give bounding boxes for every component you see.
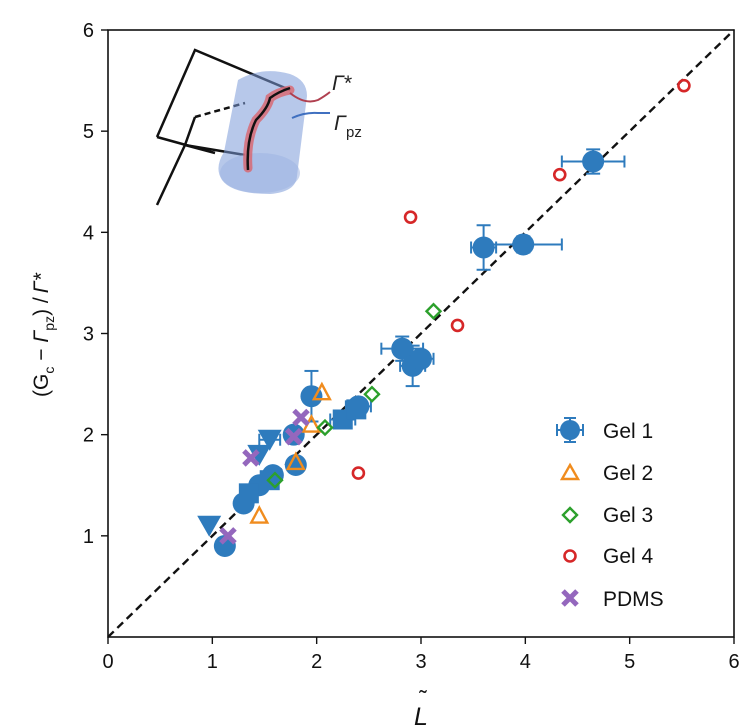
- legend-entry-gel1: Gel 1: [556, 417, 653, 443]
- legend-label-gel1: Gel 1: [603, 420, 653, 443]
- legend-entry-gel3: Gel 3: [561, 504, 653, 527]
- gamma-star-label: Γ*: [332, 72, 352, 95]
- legend-entry-pdms: PDMS: [561, 588, 664, 611]
- x-tick-label-1: 1: [207, 651, 218, 673]
- point-gel2-s3-p2: [311, 381, 332, 401]
- x-axis-label: L: [414, 703, 428, 728]
- legend-label-gel4: Gel 4: [603, 545, 654, 568]
- legend-marker-pdms: [561, 589, 579, 607]
- point-gel3-s4-p3: [424, 302, 443, 320]
- legend-marker-gel2: [559, 462, 581, 481]
- point-gel3-s4-p1: [316, 418, 334, 437]
- legend-entry-gel4: Gel 4: [563, 545, 654, 568]
- legend: Gel 1 Gel 2 Gel 3 Gel 4 PDMS: [556, 417, 664, 611]
- crack-edge-left: [156, 135, 216, 155]
- axis-ticks: 0 1 2 3 4 5 6 1 2 3 4 5 6: [83, 20, 740, 673]
- data-markers: [197, 78, 691, 557]
- crack-front-line: [246, 86, 291, 171]
- point-gel4-s5-p0: [351, 466, 366, 480]
- x-tick-label-4: 4: [520, 651, 531, 673]
- y-tick-label-1: 2: [83, 425, 94, 447]
- point-gel4-s5-p2: [450, 318, 465, 333]
- point-gel1-s2-p2: [257, 429, 282, 451]
- point-pdms-s6-p0: [219, 527, 237, 545]
- inset-schematic: Γ* Γpz: [155, 48, 362, 206]
- gamma-star-leader: [289, 91, 331, 103]
- point-gel4-s5-p1: [403, 210, 418, 224]
- y-tick-label-3: 4: [83, 222, 94, 244]
- legend-marker-gel3: [561, 506, 579, 524]
- x-tick-label-0: 0: [102, 651, 113, 673]
- point-gel1-s0-p6: [300, 385, 323, 408]
- point-gel1-s2-p1: [247, 444, 272, 466]
- gamma-pz-leader: [291, 111, 330, 119]
- point-gel1-s0-p8: [391, 337, 414, 360]
- reference-line-y-equals-x: [107, 29, 735, 638]
- x-tick-label-2: 2: [311, 651, 322, 673]
- point-gel4-s5-p4: [677, 78, 691, 93]
- legend-label-gel2: Gel 2: [603, 462, 653, 485]
- point-pdms-s6-p3: [292, 408, 310, 427]
- point-gel1-s0-p10: [410, 347, 432, 370]
- legend-label-gel3: Gel 3: [603, 504, 653, 527]
- y-tick-label-2: 3: [83, 324, 94, 346]
- point-gel1-s1-p0: [238, 483, 259, 504]
- point-gel1-s1-p3: [346, 399, 367, 420]
- gamma-pz-label: Γpz: [334, 112, 362, 141]
- point-gel4-s5-p3: [552, 167, 567, 182]
- y-tick-label-5: 6: [83, 20, 94, 42]
- y-axis-label: (Gc − Γpz) /Γ*: [30, 272, 57, 397]
- point-gel3-s4-p0: [266, 471, 284, 489]
- legend-marker-gel4: [563, 549, 577, 563]
- x-axis-label-tilde: ˜: [418, 686, 427, 711]
- legend-marker-gel1: [560, 420, 580, 440]
- y-tick-label-0: 1: [83, 526, 94, 548]
- point-gel3-s4-p2: [363, 385, 381, 403]
- point-gel2-s3-p1: [285, 451, 306, 471]
- x-tick-label-3: 3: [415, 651, 426, 673]
- point-gel1-s0-p11: [472, 236, 495, 259]
- point-gel1-s0-p12: [512, 233, 535, 256]
- point-gel1-s1-p1: [259, 470, 280, 491]
- point-gel1-s0-p4: [284, 454, 307, 477]
- point-gel2-s3-p0: [249, 505, 270, 524]
- point-gel1-s0-p13: [582, 150, 605, 173]
- point-gel1-s2-p0: [197, 515, 222, 537]
- y-tick-label-4: 5: [83, 121, 94, 143]
- process-zone-end: [220, 153, 300, 193]
- point-pdms-s6-p2: [284, 427, 303, 446]
- crack-front-lower: [183, 116, 197, 146]
- x-tick-label-6: 6: [728, 651, 739, 673]
- x-tick-label-5: 5: [624, 651, 635, 673]
- legend-label-pdms: PDMS: [603, 588, 664, 611]
- point-pdms-s6-p1: [242, 449, 260, 467]
- legend-entry-gel2: Gel 2: [559, 462, 653, 485]
